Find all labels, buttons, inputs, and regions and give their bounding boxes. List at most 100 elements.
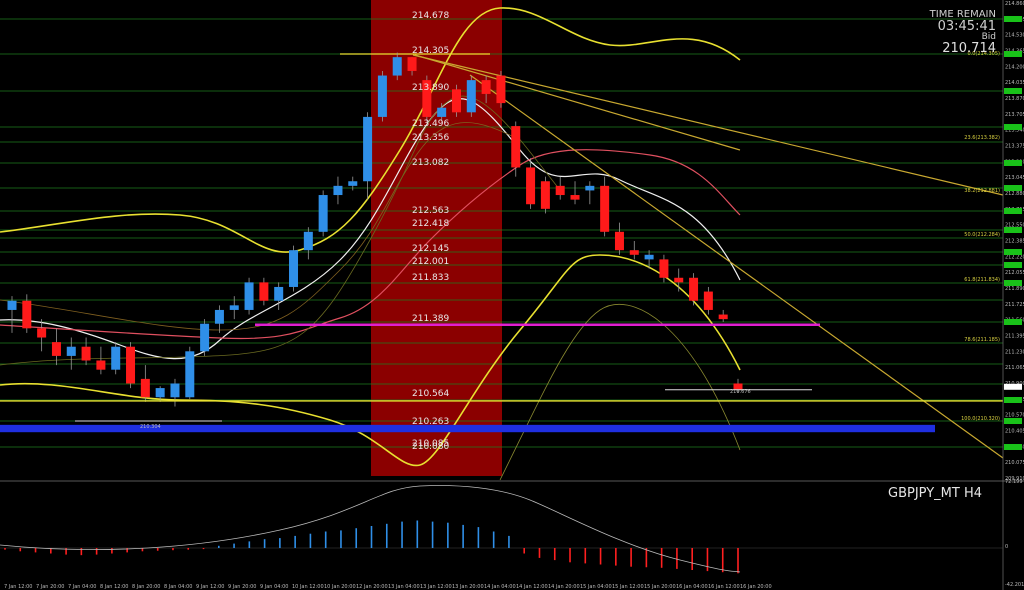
middle-ma [0, 98, 741, 360]
candle [614, 222, 624, 255]
candle [214, 305, 224, 333]
candle [540, 176, 550, 214]
level-lines: 210.304 210.676 0.0(214.305) 23.6(213.382) 3… [0, 51, 1003, 433]
candle [718, 309, 728, 322]
candle [111, 342, 121, 375]
level-tag [1004, 185, 1022, 191]
candle-body [289, 250, 299, 287]
candle-body [259, 282, 269, 301]
time-tick-label: 13 Jan 20:00 [452, 584, 484, 590]
time-tick-label: 16 Jan 12:00 [708, 584, 740, 590]
time-tick-label: 8 Jan 20:00 [132, 584, 160, 590]
candle-body [244, 282, 254, 310]
level-tag [1004, 319, 1022, 325]
level-label: 213.496 [412, 119, 449, 129]
level-tag [1004, 249, 1022, 255]
candle-body [585, 185, 595, 191]
candle [392, 52, 402, 81]
candle-body [318, 195, 328, 232]
candle-body [614, 231, 624, 251]
thin-lower-band [499, 303, 741, 481]
fib-label: 100.0(210.320) [961, 416, 1000, 422]
trend-line [414, 54, 741, 151]
candle-body [659, 259, 669, 278]
candle [451, 84, 461, 117]
candle-body [214, 309, 224, 324]
candle-body [200, 323, 210, 352]
price-tick-label: 210.075 [1005, 460, 1024, 466]
candle [303, 227, 313, 260]
time-tick-label: 8 Jan 12:00 [100, 584, 128, 590]
level-label: 212.563 [412, 206, 449, 216]
candle [585, 181, 595, 205]
candle [481, 75, 491, 104]
candle-body [674, 277, 684, 283]
candle [437, 103, 447, 122]
time-tick-label: 9 Jan 12:00 [196, 584, 224, 590]
macd-panel: 72.199 0 -42.2015 [0, 479, 1024, 588]
candle [570, 181, 580, 205]
candle-body [511, 126, 521, 168]
level-tag [1004, 418, 1022, 424]
price-tick-label: 212.220 [1005, 254, 1024, 260]
time-tick-label: 9 Jan 20:00 [228, 584, 256, 590]
price-tick-label: 214.860 [1005, 1, 1024, 7]
level-label: 211.833 [412, 273, 449, 283]
horizontal-levels [0, 18, 1003, 448]
level-tag [1004, 227, 1022, 233]
level-tag [1004, 160, 1022, 166]
candle-body [733, 383, 743, 390]
candle-body [7, 300, 17, 310]
level-tag [1004, 397, 1022, 403]
candle [155, 386, 165, 402]
candle [185, 346, 195, 400]
candle-body [689, 277, 699, 301]
candle [511, 121, 521, 177]
candle [644, 250, 654, 269]
dotted-ma [0, 122, 521, 331]
time-tick-label: 15 Jan 12:00 [612, 584, 644, 590]
candle-body [629, 250, 639, 255]
slow-ma [0, 149, 741, 340]
candle [7, 296, 17, 333]
fib-label: 61.8(211.834) [964, 277, 1000, 283]
bid-tag [1004, 383, 1022, 390]
candle-body [51, 342, 61, 356]
price-tick-label: 210.405 [1005, 429, 1024, 435]
candle-body [81, 346, 91, 361]
level-labels: 214.678 214.305 213.890 213.496 213.356 213.0… [412, 11, 449, 452]
candle-body [274, 286, 284, 301]
candle-body [170, 383, 180, 398]
fib-label: 38.2(212.881) [964, 188, 1000, 194]
candle-body [496, 75, 506, 104]
level-label: 210.263 [412, 417, 449, 427]
level-tag [1004, 51, 1022, 57]
candle [333, 176, 343, 205]
candle-body [333, 185, 343, 196]
candle-body [155, 388, 165, 398]
support-band [0, 424, 935, 433]
time-tick-label: 10 Jan 20:00 [324, 584, 356, 590]
level-label: 213.082 [412, 158, 449, 168]
candle [140, 365, 150, 402]
price-tick-label: 213.045 [1005, 175, 1024, 181]
time-tick-label: 15 Jan 20:00 [644, 584, 676, 590]
candle [407, 57, 417, 76]
time-remain-value: 03:45:41 [937, 19, 996, 34]
price-tick-label: 211.890 [1005, 286, 1024, 292]
candle-body [451, 89, 461, 113]
candles [7, 52, 743, 407]
candle [674, 268, 684, 292]
time-tick-label: 15 Jan 04:00 [580, 584, 612, 590]
time-tick-label: 14 Jan 20:00 [548, 584, 580, 590]
bid-value: 210.714 [942, 41, 996, 56]
candle [600, 176, 610, 237]
candle-body [377, 75, 387, 117]
candle [37, 319, 47, 352]
candle [200, 319, 210, 356]
price-tick-label: 214.035 [1005, 80, 1024, 86]
level-label: 211.389 [412, 314, 449, 324]
time-tick-label: 14 Jan 12:00 [516, 584, 548, 590]
candle [629, 241, 639, 260]
time-tick-label: 14 Jan 04:00 [484, 584, 516, 590]
